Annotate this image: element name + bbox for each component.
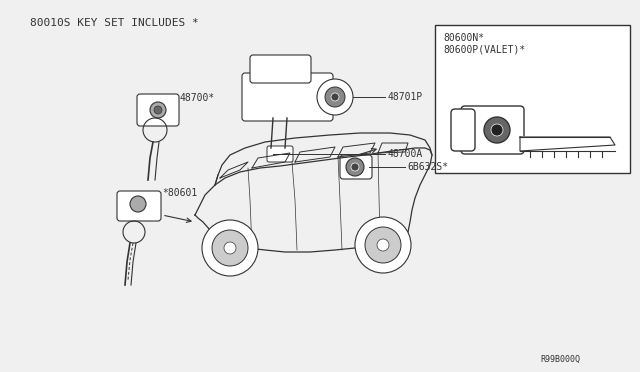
FancyBboxPatch shape — [250, 55, 311, 83]
Text: 80010S KEY SET INCLUDES *: 80010S KEY SET INCLUDES * — [30, 18, 199, 28]
FancyBboxPatch shape — [267, 146, 293, 162]
Circle shape — [325, 87, 345, 107]
Text: 80600P(VALET)*: 80600P(VALET)* — [443, 45, 525, 55]
Circle shape — [154, 106, 162, 114]
Circle shape — [212, 230, 248, 266]
Circle shape — [317, 79, 353, 115]
Circle shape — [355, 217, 411, 273]
Text: *80601: *80601 — [162, 188, 197, 198]
Circle shape — [377, 239, 389, 251]
Polygon shape — [520, 137, 615, 151]
Bar — [435, 25, 630, 173]
Circle shape — [365, 227, 401, 263]
FancyBboxPatch shape — [451, 109, 475, 151]
Circle shape — [491, 124, 503, 136]
Circle shape — [130, 196, 146, 212]
FancyBboxPatch shape — [137, 94, 179, 126]
Circle shape — [202, 220, 258, 276]
Text: 48700*: 48700* — [180, 93, 215, 103]
Circle shape — [224, 242, 236, 254]
Text: R99B000Q: R99B000Q — [540, 355, 580, 364]
Circle shape — [346, 158, 364, 176]
FancyBboxPatch shape — [340, 155, 372, 179]
Text: 48701P: 48701P — [387, 92, 422, 102]
Circle shape — [150, 102, 166, 118]
Text: 6B632S*: 6B632S* — [407, 162, 448, 172]
FancyBboxPatch shape — [242, 73, 333, 121]
Text: 48700A: 48700A — [387, 149, 422, 159]
Circle shape — [351, 163, 359, 171]
FancyBboxPatch shape — [117, 191, 161, 221]
Circle shape — [331, 93, 339, 101]
Circle shape — [484, 117, 510, 143]
FancyBboxPatch shape — [461, 106, 524, 154]
Text: 80600N*: 80600N* — [443, 33, 484, 43]
